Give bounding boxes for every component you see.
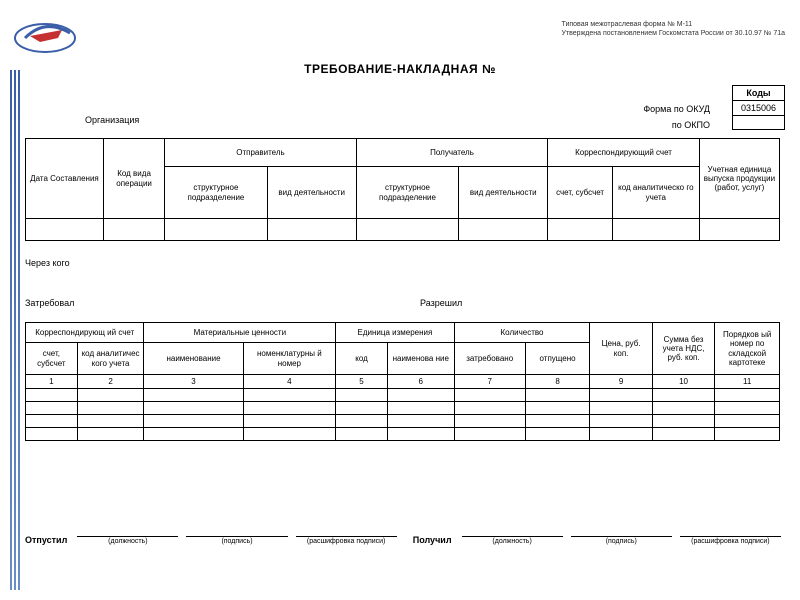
sig-position2: (должность) — [462, 536, 563, 545]
sig-decipher2: (расшифровка подписи) — [680, 536, 781, 545]
cell — [267, 219, 356, 241]
th2-rel: отпущено — [525, 343, 590, 375]
th-sender-act: вид деятельности — [267, 167, 356, 219]
meta-line1: Типовая межотраслевая форма № М-11 — [562, 20, 786, 29]
th-recv-struct: структурное подразделение — [356, 167, 458, 219]
colnum: 4 — [243, 375, 336, 389]
th-recv-act: вид деятельности — [459, 167, 548, 219]
okud-label: Форма по ОКУД — [643, 104, 710, 114]
colnum: 7 — [454, 375, 525, 389]
th-corr: Корреспондирующий счет — [548, 139, 699, 167]
th-receiver: Получатель — [356, 139, 548, 167]
side-decoration — [10, 70, 20, 590]
colnum: 11 — [715, 375, 780, 389]
th2-sum: Сумма без учета НДС, руб. коп. — [652, 323, 714, 375]
sig-decipher: (расшифровка подписи) — [296, 536, 397, 545]
items-table: Корреспондирующ ий счет Материальные цен… — [25, 322, 780, 441]
th-opcode: Код вида операции — [103, 139, 164, 219]
colnum: 1 — [26, 375, 78, 389]
okpo-label: по ОКПО — [672, 120, 710, 130]
colnum: 3 — [144, 375, 243, 389]
colnum: 2 — [77, 375, 144, 389]
th2-mat: Материальные ценности — [144, 323, 336, 343]
colnum: 9 — [590, 375, 652, 389]
cell — [165, 219, 267, 241]
th2-nomen: номенклатурны й номер — [243, 343, 336, 375]
th-date: Дата Составления — [26, 139, 104, 219]
cell — [26, 219, 104, 241]
th2-code: код — [336, 343, 388, 375]
th2-corr: Корреспондирующ ий счет — [26, 323, 144, 343]
form-meta: Типовая межотраслевая форма № М-11 Утвер… — [562, 20, 786, 38]
header-table: Дата Составления Код вида операции Отпра… — [25, 138, 780, 241]
th2-name: наименование — [144, 343, 243, 375]
th2-mname: наименова ние — [387, 343, 454, 375]
th-unit: Учетная единица выпуска продукции (работ… — [699, 139, 779, 219]
okpo-value — [732, 116, 784, 130]
document-title: ТРЕБОВАНИЕ-НАКЛАДНАЯ № — [0, 62, 800, 76]
th-acct: счет, субсчет — [548, 167, 613, 219]
cell — [356, 219, 458, 241]
cell — [459, 219, 548, 241]
colnum: 8 — [525, 375, 590, 389]
th2-price: Цена, руб. коп. — [590, 323, 652, 375]
sig-signature: (подпись) — [186, 536, 287, 545]
colnum: 5 — [336, 375, 388, 389]
sig-signature2: (подпись) — [571, 536, 672, 545]
received-label: Получил — [413, 535, 452, 545]
th2-meas: Единица измерения — [336, 323, 454, 343]
th2-seq: Порядков ый номер по складской картотеке — [715, 323, 780, 375]
colnum: 10 — [652, 375, 714, 389]
released-label: Отпустил — [25, 535, 67, 545]
cell — [699, 219, 779, 241]
sig-position: (должность) — [77, 536, 178, 545]
th-sender-struct: структурное подразделение — [165, 167, 267, 219]
cell — [612, 219, 699, 241]
requested-label: Затребовал — [25, 298, 74, 308]
th2-analyt: код аналитичес кого учета — [77, 343, 144, 375]
codes-table: Коды 0315006 — [732, 85, 785, 130]
th-sender: Отправитель — [165, 139, 357, 167]
signature-block: Отпустил (должность) (подпись) (расшифро… — [25, 535, 785, 545]
cell — [103, 219, 164, 241]
okud-value: 0315006 — [732, 101, 784, 116]
th2-qty: Количество — [454, 323, 590, 343]
allowed-label: Разрешил — [420, 298, 462, 308]
colnum: 6 — [387, 375, 454, 389]
codes-header: Коды — [732, 86, 784, 101]
logo — [10, 8, 80, 63]
through-label: Через кого — [25, 258, 70, 268]
meta-line2: Утверждена постановлением Госкомстата Ро… — [562, 29, 786, 38]
cell — [548, 219, 613, 241]
th2-req: затребовано — [454, 343, 525, 375]
org-label: Организация — [85, 115, 139, 125]
th2-acct: счет, субсчет — [26, 343, 78, 375]
th-analyt: код аналитическо го учета — [612, 167, 699, 219]
